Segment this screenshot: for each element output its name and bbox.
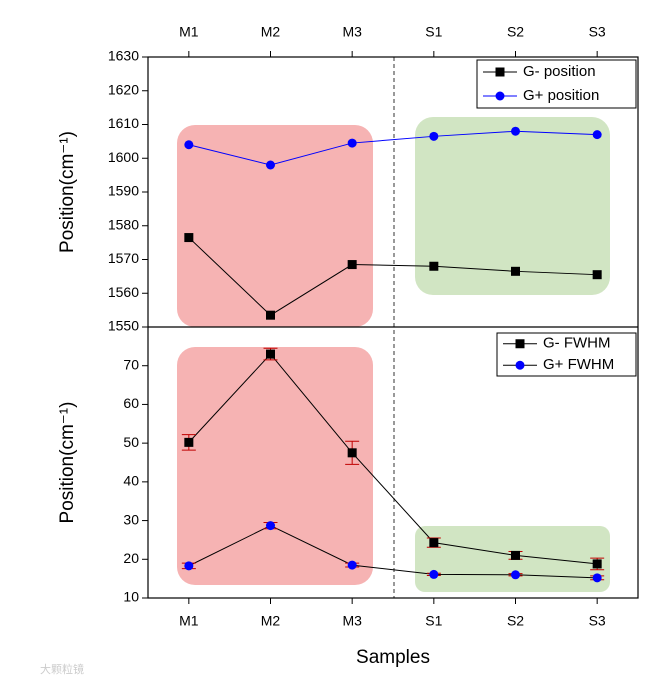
marker [592,270,602,280]
series-line [188,130,598,166]
marker [266,160,275,170]
marker [266,521,275,531]
x-tick-label: M1 [179,24,199,40]
marker [347,260,357,270]
marker [184,561,194,571]
y-tick-label: 1620 [108,81,139,97]
y-axis-label: Position(cm⁻¹) [57,131,78,253]
legend-marker [495,67,505,77]
marker [511,266,520,276]
marker [184,233,194,243]
y-tick-label: 1610 [108,115,139,131]
legend-marker [495,91,505,101]
marker [347,138,357,148]
x-tick-label: S2 [507,24,524,40]
y-tick-label: 70 [123,356,139,372]
highlight-region [177,347,373,585]
series-line [188,525,598,579]
legend-label: G+ FWHM [543,356,614,373]
watermark: 大颗粒镜 [40,662,84,676]
y-tick-label: 50 [123,434,139,450]
y-tick-label: 1590 [108,183,139,199]
marker [347,560,357,570]
marker [429,131,439,141]
marker [429,569,439,579]
y-tick-label: 1600 [108,149,139,165]
y-tick-label: 30 [123,511,139,527]
marker [511,126,520,136]
x-tick-label: M3 [342,24,362,40]
marker [184,140,194,150]
y-tick-label: 60 [123,395,139,411]
marker [347,448,357,458]
y-tick-label: 40 [123,473,139,489]
legend-label: G- position [523,63,596,80]
marker [429,538,439,548]
y-tick-label: 1580 [108,216,139,232]
legend-label: G- FWHM [543,335,610,352]
y-tick-label: 20 [123,550,139,566]
marker [592,559,602,569]
series-line [188,353,598,565]
series-line [188,237,598,316]
marker [592,130,602,140]
legend-marker [515,339,525,349]
highlight-region [177,125,373,327]
marker [429,261,439,271]
y-tick-label: 10 [123,589,139,605]
highlight-region [415,117,610,295]
x-tick-label: M1 [179,613,199,629]
marker [266,310,275,320]
marker [184,437,194,447]
x-tick-label: M2 [261,613,281,629]
marker [511,550,520,560]
y-tick-label: 1570 [108,250,139,266]
x-tick-label: S1 [425,613,442,629]
x-tick-label: S3 [589,613,606,629]
y-axis-label: Position(cm⁻¹) [57,402,78,524]
marker [592,573,602,583]
x-tick-label: S2 [507,613,524,629]
y-tick-label: 1550 [108,318,139,334]
y-tick-label: 1630 [108,48,139,64]
marker [266,349,275,359]
y-tick-label: 1560 [108,284,139,300]
x-tick-label: S1 [425,24,442,40]
legend-label: G+ position [523,87,599,104]
x-tick-label: M3 [342,613,362,629]
x-tick-label: M2 [261,24,281,40]
marker [511,570,520,580]
x-tick-label: S3 [589,24,606,40]
legend-marker [515,360,525,370]
x-axis-label: Samples [356,647,430,668]
